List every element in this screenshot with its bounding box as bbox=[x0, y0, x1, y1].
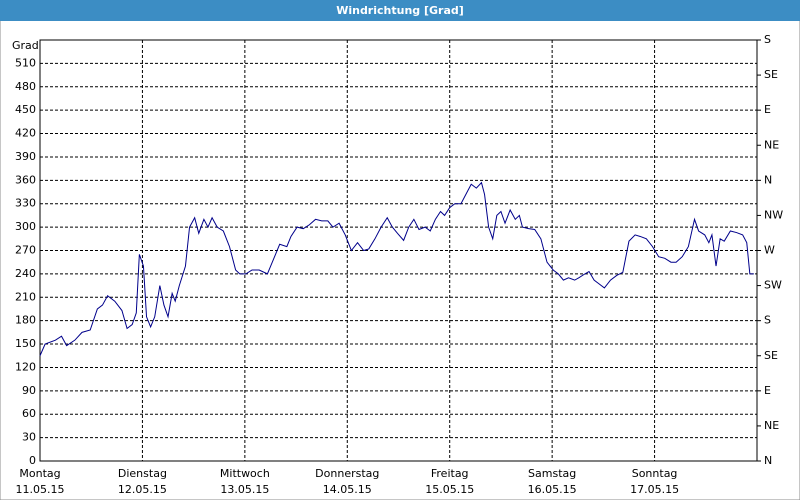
x-tick-label: Montag bbox=[19, 467, 60, 480]
y-tick-label: 90 bbox=[22, 384, 36, 397]
plot-frame bbox=[39, 39, 758, 462]
y-tick-label: 510 bbox=[15, 56, 36, 69]
y2-tick-label: S bbox=[764, 314, 771, 327]
x-tick-label: Donnerstag bbox=[315, 467, 379, 480]
x-tick-label: Freitag bbox=[431, 467, 469, 480]
y2-tick-label: NE bbox=[764, 138, 779, 151]
y-tick-label: 360 bbox=[15, 173, 36, 186]
y-tick-label: 420 bbox=[15, 127, 36, 140]
x-tick-date: 13.05.15 bbox=[220, 483, 269, 496]
y-tick-label: 60 bbox=[22, 407, 36, 420]
y2-tick-label: N bbox=[764, 173, 772, 186]
x-tick-label: Dienstag bbox=[118, 467, 167, 480]
y2-tick-label: N bbox=[764, 454, 772, 467]
title-bar bbox=[0, 0, 800, 21]
x-tick-label: Samstag bbox=[528, 467, 576, 480]
y-tick-label: 390 bbox=[15, 150, 36, 163]
y-axis-label: Grad bbox=[12, 39, 39, 52]
y-tick-label: 150 bbox=[15, 337, 36, 350]
y-tick-label: 120 bbox=[15, 360, 36, 373]
y2-tick-label: SE bbox=[764, 68, 778, 81]
x-tick-label: Mittwoch bbox=[220, 467, 270, 480]
y2-tick-label: E bbox=[764, 103, 771, 116]
x-tick-date: 11.05.15 bbox=[16, 483, 65, 496]
y2-tick-label: SE bbox=[764, 349, 778, 362]
data-line bbox=[39, 181, 754, 356]
x-tick-date: 14.05.15 bbox=[323, 483, 372, 496]
chart-title: Windrichtung [Grad] bbox=[336, 4, 464, 17]
y2-tick-label: W bbox=[764, 244, 775, 257]
y2-tick-label: SW bbox=[764, 279, 782, 292]
x-tick-label: Sonntag bbox=[632, 467, 678, 480]
y2-tick-label: E bbox=[764, 384, 771, 397]
y2-tick-label: NE bbox=[764, 419, 779, 432]
x-tick-date: 17.05.15 bbox=[630, 483, 679, 496]
y-tick-label: 270 bbox=[15, 244, 36, 257]
x-tick-date: 15.05.15 bbox=[425, 483, 474, 496]
y2-tick-label: NW bbox=[764, 208, 783, 221]
y-tick-label: 330 bbox=[15, 197, 36, 210]
y-tick-label: 180 bbox=[15, 314, 36, 327]
y-tick-label: 30 bbox=[22, 431, 36, 444]
y-tick-label: 450 bbox=[15, 103, 36, 116]
y-tick-label: 480 bbox=[15, 80, 36, 93]
y-tick-label: 240 bbox=[15, 267, 36, 280]
y-tick-label: 300 bbox=[15, 220, 36, 233]
x-tick-date: 16.05.15 bbox=[528, 483, 577, 496]
y2-tick-label: S bbox=[764, 33, 771, 46]
y-tick-label: 0 bbox=[29, 454, 36, 467]
x-tick-date: 12.05.15 bbox=[118, 483, 167, 496]
y-tick-label: 210 bbox=[15, 290, 36, 303]
